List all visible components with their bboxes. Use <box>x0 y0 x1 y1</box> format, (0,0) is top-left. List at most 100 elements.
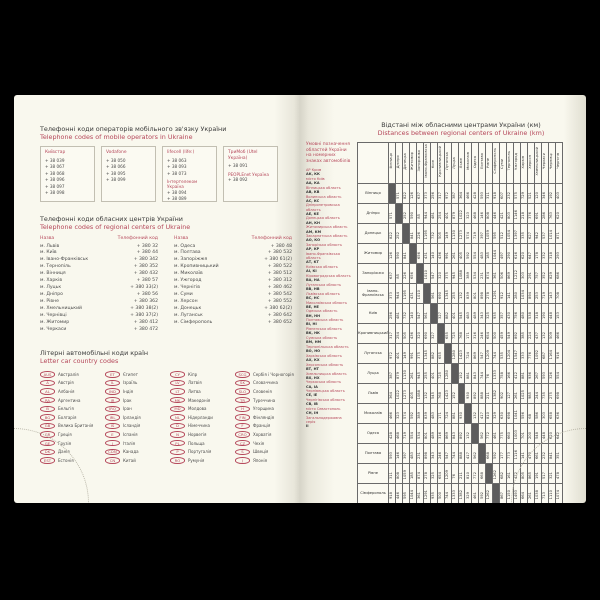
distance-value: 775 <box>500 431 505 439</box>
phone-row: м. Івано-Франківськ + 380 342 <box>40 257 158 264</box>
country-name: Албанія <box>58 389 75 395</box>
matrix-column-header: Херсон <box>527 142 536 184</box>
legend-item: Чернігівська область СВ, ІВ <box>306 398 352 406</box>
distance-cell: 724 <box>443 403 452 424</box>
distance-cell: 1164 <box>547 343 556 364</box>
car-code-row: TR Туреччина <box>235 396 291 405</box>
phone-row: м. Полтава + 380 532 <box>174 250 292 257</box>
distance-cell: 200 <box>527 423 536 444</box>
row-city-label: Запоріжжя <box>357 263 389 284</box>
region-name: Київська область <box>306 265 338 269</box>
distance-cell: 333 <box>520 343 529 364</box>
distance-value: 317 <box>389 331 394 339</box>
distance-cell: 1014 <box>547 223 556 244</box>
distance-value: 698 <box>556 391 561 399</box>
country-name: Велика Британія <box>58 423 94 429</box>
city-code: + 380 33(2) <box>130 285 158 291</box>
country-name: Польща <box>188 440 205 446</box>
distance-cell: 1291 <box>422 483 431 503</box>
distance-cell: 620 <box>520 243 529 264</box>
operator-subname: PEOPLEnet Україна <box>228 171 269 177</box>
distance-value: 944 <box>423 211 428 219</box>
distance-cell: 224 <box>527 323 536 344</box>
distance-value: 912 <box>500 291 505 299</box>
distance-cell: 772 <box>471 463 480 484</box>
distance-value: 387 <box>451 191 456 199</box>
distance-value: 397 <box>403 451 408 459</box>
distance-value: 930 <box>458 411 463 419</box>
matrix-column-header: Донецьк <box>401 142 410 184</box>
distance-value: 256 <box>389 311 394 319</box>
row-city-label: Одеса <box>357 423 389 444</box>
distance-cell: 254 <box>436 203 445 224</box>
region-name: Хмельницька область <box>306 371 347 376</box>
region-plate-codes: ВС, НС <box>306 295 320 300</box>
distance-cell: 255 <box>450 283 459 304</box>
city-name: м. Київ <box>40 250 57 256</box>
city-code: + 380 432 <box>133 271 158 277</box>
country-code-oval: NL <box>170 414 185 421</box>
distance-cell: 1382 <box>457 483 466 503</box>
distance-value: 841 <box>403 251 408 259</box>
distance-cell: 892 <box>513 323 522 344</box>
distance-value: 291 <box>528 271 533 279</box>
phone-row: м. Миколаїв + 380 512 <box>174 271 292 278</box>
distance-value: 772 <box>486 431 491 439</box>
distance-cell: 732 <box>401 303 410 324</box>
column-city-label: Луганськ <box>445 152 449 170</box>
distance-value: 428 <box>472 191 477 199</box>
distance-cell: 132 <box>422 383 431 404</box>
country-code-oval: AUS <box>40 371 55 378</box>
city-name: м. Херсон <box>174 299 198 305</box>
distance-value: 211 <box>486 391 491 399</box>
distance-cell: 461 <box>492 423 501 444</box>
phone-row: м. Херсон + 380 552 <box>174 299 292 306</box>
distance-value: 822 <box>389 231 394 239</box>
legend-item: Донецька область АН, КН <box>306 216 352 224</box>
distance-cell: 1022 <box>394 383 403 404</box>
matrix-data-row: Одеса 428 468 719 554 534 801 489 316 869 843 892 13… <box>357 423 564 444</box>
matrix-diagonal-cell <box>394 203 403 224</box>
distance-value: 732 <box>403 311 408 319</box>
matrix-column-header: Хмельницький <box>534 142 542 184</box>
distance-cell: 1034 <box>520 283 529 304</box>
distance-value: 231 <box>416 451 421 459</box>
distance-value: 869 <box>472 351 477 359</box>
region-name: Луганська область <box>306 282 342 287</box>
distance-value: 385 <box>521 331 526 339</box>
car-code-row: RA Аргентина <box>40 396 96 405</box>
matrix-diagonal-cell <box>492 483 501 503</box>
distance-cell: 871 <box>554 223 564 244</box>
country-name: Китай <box>123 457 136 463</box>
distance-value: 343 <box>430 451 435 459</box>
legend-item: Харківська область АХ, КХ <box>306 354 352 362</box>
distance-cell: 152 <box>457 363 466 384</box>
matrix-data-row: Львів 364 1022 1273 405 1088 132 545 768 1423 152 9… <box>357 383 564 404</box>
distance-value: 656 <box>409 271 414 279</box>
car-code-row: S Швеція <box>235 447 291 456</box>
matrix-data-row: Житомир 126 590 841 656 431 140 436 991 261 405 592… <box>357 243 564 264</box>
column-city-label: Суми <box>501 158 505 169</box>
region-name: Запорізька область <box>306 243 343 248</box>
distance-value: 1130 <box>403 369 408 379</box>
distance-value: 177 <box>500 451 505 459</box>
distance-cell: 376 <box>527 203 536 224</box>
distance-cell: 1116 <box>513 443 522 464</box>
distance-cell: 822 <box>401 183 410 204</box>
distance-cell: 335 <box>520 223 529 244</box>
matrix-column-header: Чернігів <box>554 142 564 184</box>
legend-item: Івано-Франківська область АТ, КТ <box>306 252 352 265</box>
city-name: м. Ужгород <box>174 278 202 284</box>
region-name: АР Крим <box>306 167 322 172</box>
matrix-column-header: Одеса <box>471 142 480 184</box>
operator-code: + 38 092 <box>228 176 248 182</box>
right-page: Відстані між обласними центрами України … <box>300 95 586 503</box>
legend-item: Львівська область ВС, НС <box>306 292 352 300</box>
distance-cell: 417 <box>464 443 473 464</box>
distance-value: 149 <box>444 231 449 239</box>
car-codes-column: SCG Сербія і Чорногорія SK Словаччина SLO Сло… <box>235 370 294 465</box>
distance-cell: 892 <box>471 383 480 404</box>
distance-cell: 991 <box>408 343 417 364</box>
distance-value: 267 <box>535 371 540 379</box>
distance-value: 698 <box>507 411 512 419</box>
